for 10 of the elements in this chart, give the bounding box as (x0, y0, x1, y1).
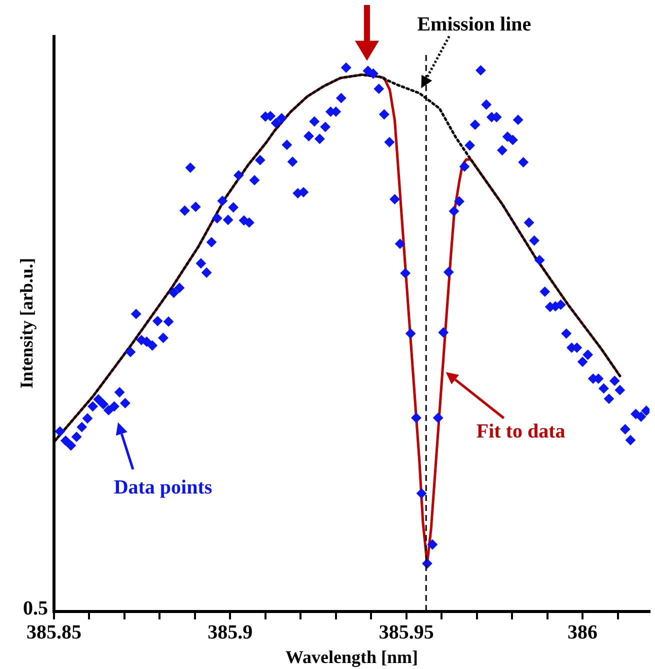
annotation: Fit to data (476, 420, 566, 442)
x-tick-label: 385.95 (378, 622, 434, 644)
annotation: Emission line (417, 13, 532, 36)
x-tick-label: 386 (568, 622, 598, 644)
text: 0.5 (23, 598, 48, 620)
x-tick-label: 385.9 (208, 622, 253, 644)
y-axis-title: Intensity [arb.u.] (16, 258, 37, 388)
x-axis-title: Wavelength [nm] (286, 646, 418, 667)
annotation: Data points (114, 476, 212, 499)
x-tick-label: 385.85 (26, 622, 82, 644)
